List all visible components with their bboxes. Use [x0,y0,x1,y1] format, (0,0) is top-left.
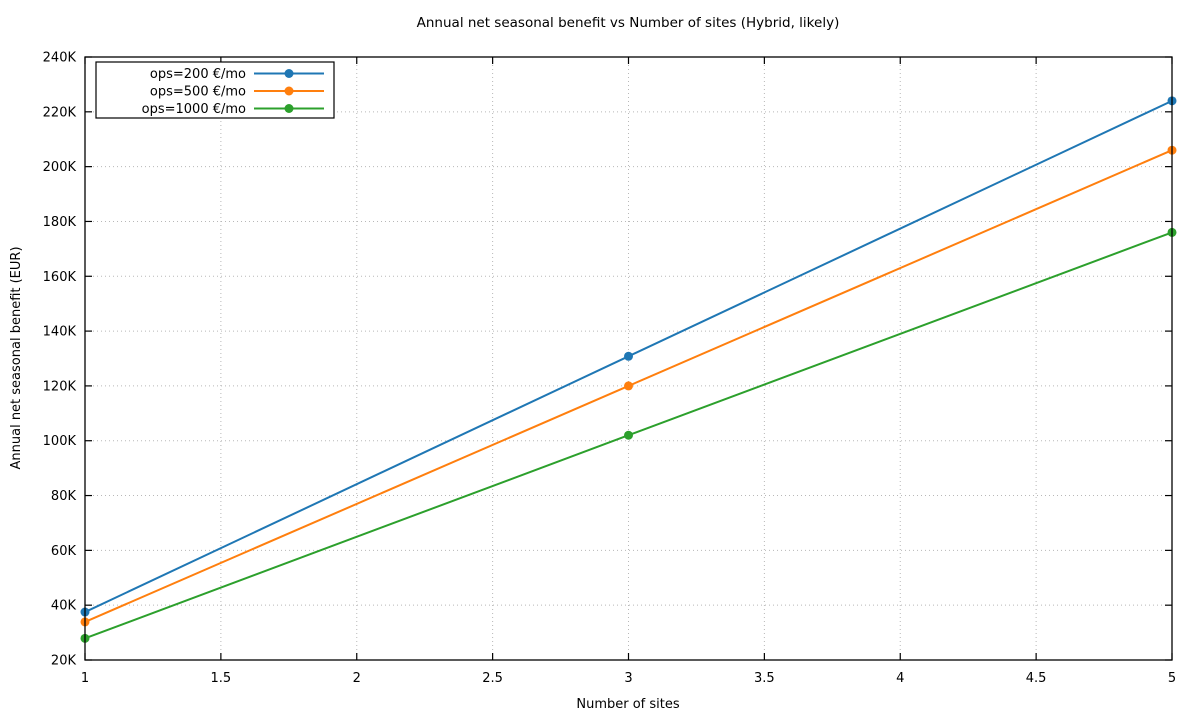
axis-layer: 1 1.5 2 2.5 3 3.5 4 4.5 5 20K 40K 60K 80K 100K 120K 140… [43,51,1176,687]
legend-label: ops=200 €/mo [150,67,246,82]
y-tick-label: 20K [51,654,77,669]
x-tick-label: 2 [353,671,361,686]
y-tick-label: 100K [43,434,77,449]
x-tick-label: 3 [624,671,632,686]
x-tick-label: 4.5 [1026,671,1047,686]
x-tick-label: 4 [896,671,904,686]
y-tick-label: 120K [43,379,77,394]
y-tick-label: 80K [51,489,77,504]
legend-label: ops=1000 €/mo [142,102,246,117]
legend: ops=200 €/mo ops=500 €/mo ops=1000 €/mo [95,61,335,119]
x-tick-label: 5 [1168,671,1176,686]
y-tick-label: 60K [51,544,77,559]
data-point-marker [624,381,633,391]
legend-point-marker [284,104,294,113]
data-point-marker [624,430,633,440]
x-tick-label: 3.5 [754,671,775,686]
series-layer [80,96,1177,643]
x-tick-label: 2.5 [482,671,503,686]
y-tick-label: 240K [43,51,77,66]
y-axis-label: Annual net seasonal benefit (EUR) [9,246,24,469]
y-tick-label: 200K [43,160,77,175]
y-tick-label: 220K [43,105,77,120]
y-tick-label: 180K [43,215,77,230]
legend-label: ops=500 €/mo [150,85,246,100]
y-tick-label: 140K [43,325,77,340]
chart-title: Annual net seasonal benefit vs Number of… [417,15,840,31]
y-tick-label: 160K [43,270,77,285]
x-tick-label: 1.5 [211,671,232,686]
x-axis-label: Number of sites [576,697,679,712]
x-tick-label: 1 [81,671,89,686]
legend-point-marker [284,86,294,96]
y-tick-label: 40K [51,599,77,614]
legend-point-marker [284,69,294,78]
data-point-marker [624,351,633,361]
